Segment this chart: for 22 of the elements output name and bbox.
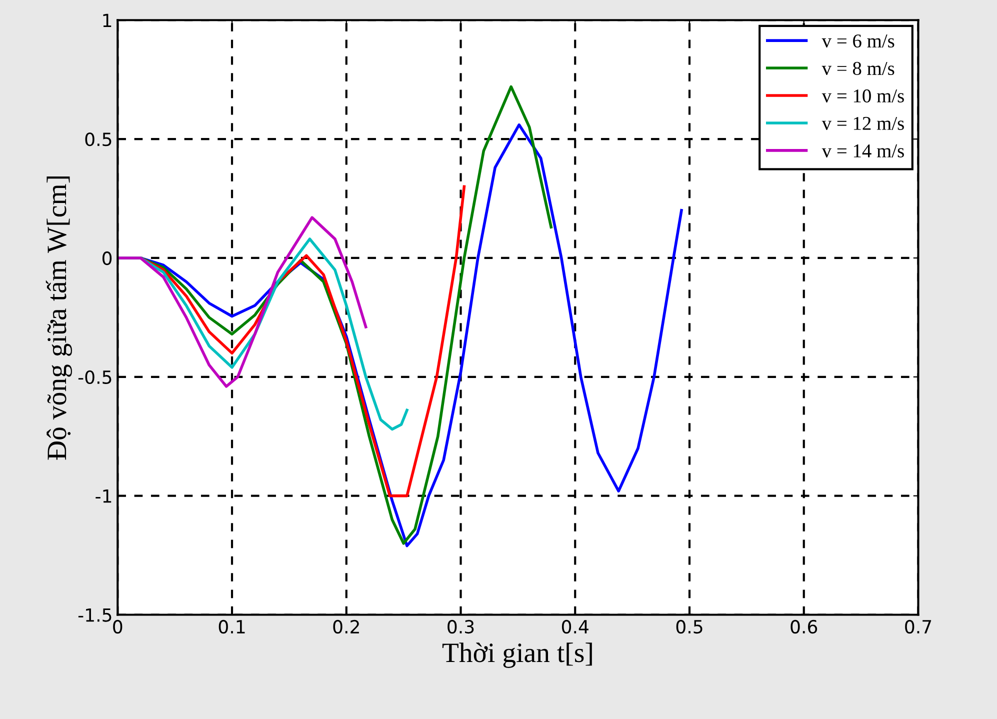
legend-label: v = 12 m/s (822, 116, 904, 130)
x-tick-label: 0.5 (676, 620, 702, 634)
x-axis-title: Thời gian t[s] (442, 642, 592, 668)
x-tick-label: 0.4 (562, 620, 588, 634)
y-tick-label: -1 (96, 490, 112, 503)
x-tick-label: 0.1 (218, 620, 245, 634)
y-tick-label: -1.5 (78, 608, 112, 622)
x-tick-label: 0.7 (905, 620, 932, 634)
line-series (118, 216, 368, 388)
y-tick-label: 0 (102, 251, 112, 266)
x-tick-label: 0.2 (333, 620, 359, 634)
y-axis-title: Độ võng giữa tấm W[cm] (46, 176, 72, 460)
y-tick-label: 1 (103, 14, 112, 27)
legend-label: v = 8 m/s (822, 62, 894, 76)
y-tick-label: -0.5 (78, 370, 112, 384)
legend-label: v = 10 m/s (822, 89, 904, 102)
y-tick-label: 0.5 (85, 132, 112, 146)
x-tick-label: 0.3 (448, 620, 474, 634)
legend-label: v = 6 m/s (822, 34, 894, 48)
x-tick-label: 0 (113, 620, 122, 634)
legend-label: v = 14 m/s (822, 144, 904, 158)
x-tick-label: 0.6 (790, 620, 818, 634)
